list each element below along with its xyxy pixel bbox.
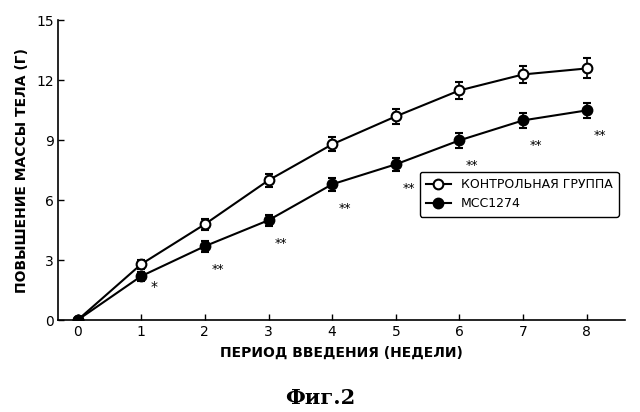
Text: **: ** (593, 129, 605, 142)
Text: **: ** (339, 201, 351, 215)
Y-axis label: ПОВЫШЕНИЕ МАССЫ ТЕЛА (Г): ПОВЫШЕНИЕ МАССЫ ТЕЛА (Г) (15, 48, 29, 293)
X-axis label: ПЕРИОД ВВЕДЕНИЯ (НЕДЕЛИ): ПЕРИОД ВВЕДЕНИЯ (НЕДЕЛИ) (220, 346, 463, 360)
Text: **: ** (466, 159, 478, 172)
Text: **: ** (529, 139, 542, 152)
Text: **: ** (211, 263, 224, 276)
Text: **: ** (275, 237, 287, 250)
Text: *: * (151, 280, 157, 294)
Text: **: ** (402, 182, 415, 195)
Legend: КОНТРОЛЬНАЯ ГРУППА, МСС1274: КОНТРОЛЬНАЯ ГРУППА, МСС1274 (419, 172, 619, 217)
Text: Фиг.2: Фиг.2 (285, 388, 355, 408)
